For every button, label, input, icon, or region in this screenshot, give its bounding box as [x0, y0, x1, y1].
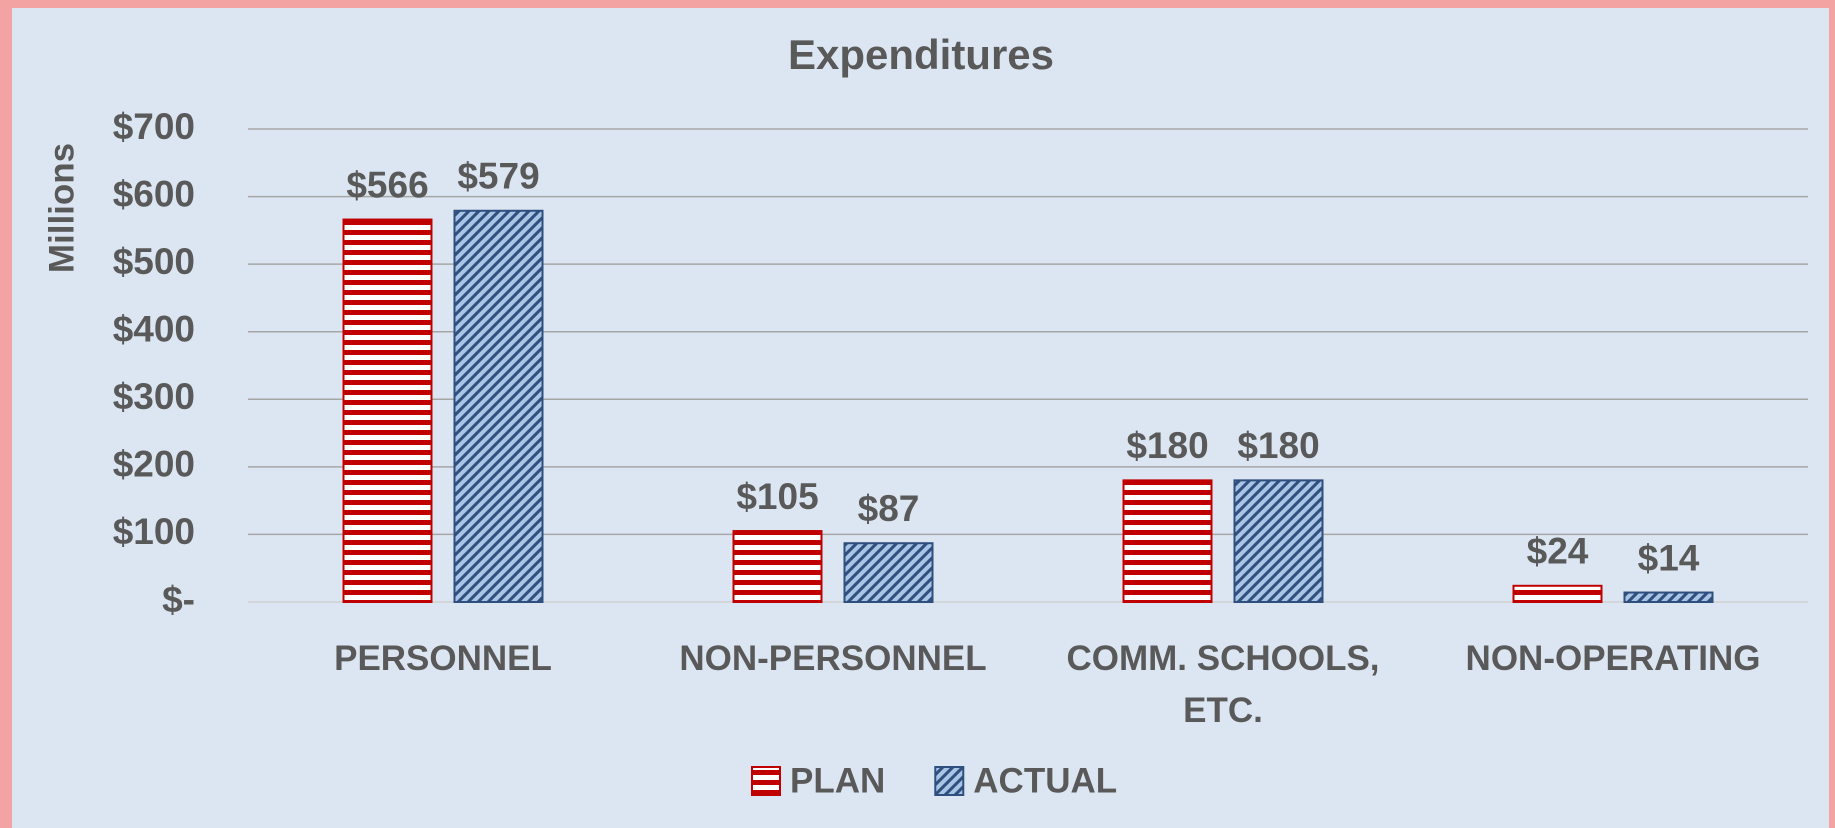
data-label: $180 — [1237, 425, 1319, 466]
x-tick-label: NON-PERSONNEL — [679, 639, 987, 678]
bar — [1512, 584, 1603, 603]
legend-label: ACTUAL — [973, 761, 1117, 800]
legend-swatch — [751, 766, 781, 796]
data-label: $566 — [346, 164, 428, 205]
data-label: $24 — [1527, 531, 1589, 572]
y-tick-label: $100 — [113, 511, 195, 552]
bar — [1122, 479, 1213, 603]
legend-label: PLAN — [790, 761, 885, 800]
data-label: $105 — [736, 476, 818, 517]
data-label: $180 — [1126, 425, 1208, 466]
plot-background — [12, 8, 1829, 828]
x-tick-label: NON-OPERATING — [1465, 639, 1761, 678]
y-tick-label: $300 — [113, 376, 195, 417]
data-label: $14 — [1638, 537, 1700, 578]
x-tick-label: COMM. SCHOOLS, ETC. — [1066, 639, 1380, 730]
bar — [732, 530, 823, 603]
y-tick-label: $500 — [113, 241, 195, 282]
y-tick-label: $- — [162, 579, 195, 620]
y-tick-label: $700 — [113, 106, 195, 147]
bar — [843, 542, 934, 603]
data-label: $87 — [858, 488, 920, 529]
bar — [342, 218, 433, 603]
x-tick-label: PERSONNEL — [334, 639, 552, 678]
bar — [453, 209, 544, 604]
y-axis-title: Millions — [42, 143, 81, 273]
y-tick-label: $400 — [113, 308, 195, 349]
chart-title: Expenditures — [788, 31, 1054, 78]
y-tick-label: $200 — [113, 444, 195, 485]
y-tick-label: $600 — [113, 173, 195, 214]
legend-swatch — [934, 766, 965, 796]
data-label: $579 — [457, 156, 539, 197]
bar — [1233, 479, 1324, 603]
bar — [1623, 591, 1714, 603]
